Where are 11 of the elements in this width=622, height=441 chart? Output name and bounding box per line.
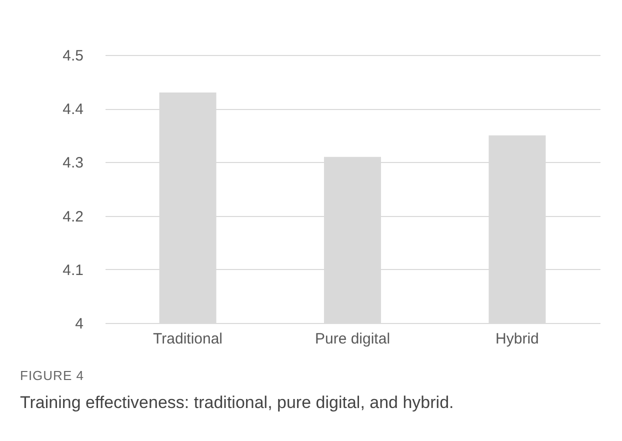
- y-tick-label: 4.4: [62, 101, 84, 118]
- y-tick-label: 4.5: [62, 48, 84, 64]
- y-tick-label: 4.1: [62, 262, 84, 279]
- text: Training effectiveness: traditional, pure digital, and hybrid.: [20, 393, 454, 413]
- caption: FIGURE 4: [20, 368, 84, 383]
- x-tick-label: Traditional: [153, 330, 223, 348]
- y-tick-label: 4: [75, 316, 84, 332]
- x-tick-label: Hybrid: [496, 330, 539, 348]
- y-tick-label: 4.3: [62, 154, 84, 172]
- y-tick-label: 4.2: [62, 208, 84, 226]
- x-tick-label: Pure digital: [314, 330, 390, 348]
